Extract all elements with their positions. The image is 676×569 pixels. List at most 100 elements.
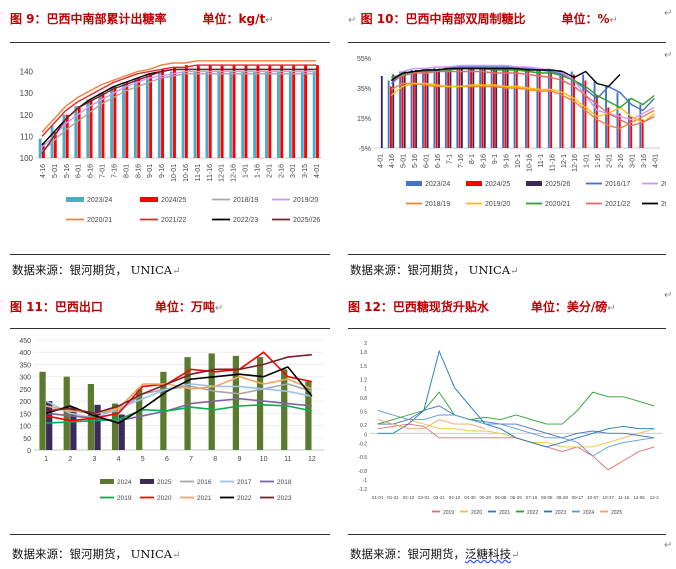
- bar: [559, 70, 562, 148]
- legend-entry: 2023/24: [425, 181, 450, 188]
- x-tick-label: 07-19: [526, 495, 538, 500]
- chart-fig10: 55% 35% 15% -5% 4-01 4-16 5-01 5-16 6-01 6-16 7-1 7…: [357, 56, 666, 208]
- bar: [74, 106, 78, 158]
- x-tick-label: 9-01: [147, 164, 154, 178]
- bar: [181, 71, 185, 158]
- legend-entry: 2019/20: [293, 197, 318, 204]
- x-tick-label: 11-1: [538, 154, 545, 168]
- bar: [265, 71, 268, 158]
- x-tick-label: 8: [213, 456, 217, 463]
- bar: [277, 71, 280, 158]
- legend-entry: 2019/20: [485, 201, 510, 208]
- bar: [616, 92, 619, 148]
- bar: [444, 67, 447, 148]
- series-line: [46, 353, 312, 415]
- y-tick-label: 50: [23, 436, 31, 443]
- x-tick-label: 9-16: [159, 164, 166, 178]
- legend-swatch: [66, 197, 84, 202]
- x-tick-label: 05-20: [480, 495, 492, 500]
- bar: [424, 71, 427, 148]
- x-tick-label: 12-16: [572, 154, 579, 172]
- bar: [502, 67, 505, 148]
- series-line: [377, 349, 655, 448]
- bar: [630, 116, 633, 148]
- panel-fig11: 图 11：巴西出口 单位：万吨↵ 0 50 100 150 200 250 300 350 400…: [10, 298, 330, 566]
- bar: [470, 68, 472, 148]
- y-tick-label: 150: [19, 411, 31, 418]
- x-tick-label: 04-30: [464, 495, 476, 500]
- unit-label: 单位：%: [561, 12, 610, 26]
- x-tick-label: 9-1: [492, 154, 499, 164]
- title-rule: [10, 328, 330, 329]
- series-line: [390, 67, 621, 88]
- bottom-rule: [10, 534, 330, 535]
- y-tick-label: 140: [20, 68, 34, 77]
- x-tick-label: 3-01: [290, 164, 297, 178]
- bar: [39, 371, 46, 450]
- x-tick-label: 6-01: [423, 154, 430, 168]
- bar: [280, 65, 284, 158]
- bar: [232, 65, 236, 158]
- x-tick-label: 8-16: [481, 154, 488, 168]
- legend-swatch: [466, 181, 482, 186]
- x-tick-label: 4-16: [389, 154, 396, 168]
- bar: [110, 86, 114, 158]
- x-tick-label: 2-16: [278, 164, 285, 178]
- y-tick-label: 55%: [357, 56, 371, 63]
- x-tick-label: 10-07: [587, 495, 599, 500]
- bar: [94, 404, 101, 450]
- bar: [196, 65, 200, 158]
- bar: [244, 65, 248, 158]
- x-tick-label: 03-01: [418, 495, 430, 500]
- x-tick-label: 9-16: [504, 154, 511, 168]
- bar: [122, 82, 125, 158]
- bar: [392, 74, 395, 148]
- x-tick-label: 02-10: [403, 495, 415, 500]
- legend-entry: 2020/21: [545, 201, 570, 208]
- y-tick-label: 0.5: [360, 409, 367, 415]
- title-rule: [10, 42, 330, 43]
- x-tick-label: 7: [189, 456, 193, 463]
- bar: [253, 71, 257, 158]
- bar: [98, 93, 102, 158]
- x-tick-label: 8-01: [123, 164, 130, 178]
- bar: [136, 388, 143, 450]
- legend-entry: 2021/22: [605, 201, 630, 208]
- bar: [438, 68, 440, 148]
- bar: [63, 376, 70, 450]
- bar: [410, 70, 413, 148]
- x-tick-label: 1-01: [584, 154, 591, 168]
- bar: [641, 119, 644, 148]
- bar: [607, 107, 610, 148]
- x-tick-label: 6: [165, 456, 169, 463]
- x-tick-label: 5-01: [52, 164, 59, 178]
- x-tick-label: 10: [260, 456, 268, 463]
- legend-entry: 2024/25: [161, 197, 186, 204]
- x-tick-label: 3-16: [641, 154, 648, 168]
- y-tick-label: 450: [19, 338, 31, 345]
- bar: [111, 403, 119, 450]
- bar: [118, 414, 125, 450]
- bar: [426, 70, 429, 148]
- bottom-rule: [348, 254, 666, 255]
- legend-entry: 2018/19: [233, 197, 258, 204]
- bar: [134, 78, 137, 158]
- bar: [513, 68, 516, 148]
- bar: [149, 73, 153, 158]
- x-tick-label: 1-16: [254, 164, 261, 178]
- x-tick-label: 9: [237, 456, 241, 463]
- bar: [256, 65, 260, 158]
- bar: [605, 86, 607, 148]
- y-tick-label: 1.5: [360, 364, 367, 370]
- x-tick-label: 10-16: [183, 164, 190, 182]
- legend-entry: 2022/23: [233, 217, 258, 224]
- bar: [639, 104, 642, 148]
- y-tick-label: 15%: [357, 116, 371, 123]
- bar: [288, 71, 292, 158]
- legend-swatch: [406, 181, 422, 186]
- bar: [399, 71, 402, 148]
- y-tick-label: -0.2: [358, 441, 367, 447]
- x-tick-label: 5: [141, 456, 145, 463]
- y-tick-label: 2: [364, 341, 367, 347]
- bar: [300, 71, 304, 158]
